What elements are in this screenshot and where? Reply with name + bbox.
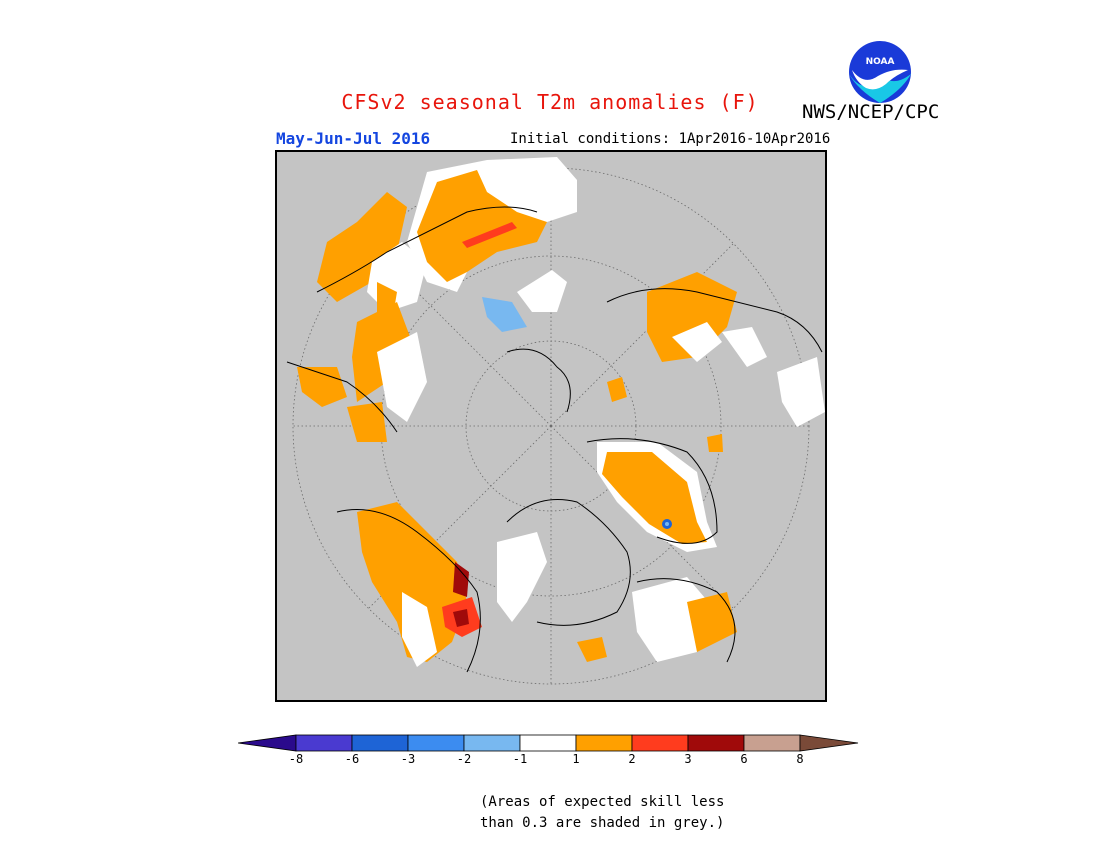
region-north-america [357,502,737,667]
region-greenland [597,442,717,552]
initial-conditions: Initial conditions: 1Apr2016-10Apr2016 [510,131,831,147]
map-title: CFSv2 seasonal T2m anomalies (F) [341,90,759,114]
footnote: (Areas of expected skill less than 0.3 a… [480,792,724,834]
colorbar-arrow-right [799,734,859,752]
coastlines [286,206,823,673]
colorbar-cell [463,734,521,752]
colorbar-tick-label: 3 [684,752,692,766]
forecast-period: May-Jun-Jul 2016 [276,129,431,148]
noaa-logo: NOAA [849,41,911,103]
colorbar-tick-label: 2 [628,752,636,766]
colorbar-tick-label: -6 [344,752,360,766]
footnote-line1: (Areas of expected skill less [480,794,725,810]
colorbar-tick-label: 6 [740,752,748,766]
colorbar-cell [351,734,409,752]
colorbar-arrow-left [238,734,297,752]
colorbar-tick-label: -2 [456,752,472,766]
colorbar [238,734,859,752]
polar-map [275,150,827,702]
colorbar-cell [407,734,465,752]
colorbar-tick-label: 1 [572,752,580,766]
footnote-line2: than 0.3 are shaded in grey.) [480,815,725,831]
colorbar-tick-label: -8 [288,752,304,766]
map-svg [286,157,825,685]
colorbar-tick-label: -1 [512,752,528,766]
colorbar-tick-label: 8 [796,752,804,766]
agency-label: NWS/NCEP/CPC [802,101,940,123]
logo-text: NOAA [866,57,895,67]
colorbar-tick-label: -3 [400,752,416,766]
colorbar-cell [743,734,801,752]
region-europe-africa [297,157,577,442]
colorbar-cell [631,734,689,752]
colorbar-cell [687,734,745,752]
colorbar-cell [575,734,633,752]
colorbar-cell [519,734,577,752]
colorbar-cells [238,734,859,752]
region-asia [607,272,825,452]
colorbar-cell [295,734,353,752]
